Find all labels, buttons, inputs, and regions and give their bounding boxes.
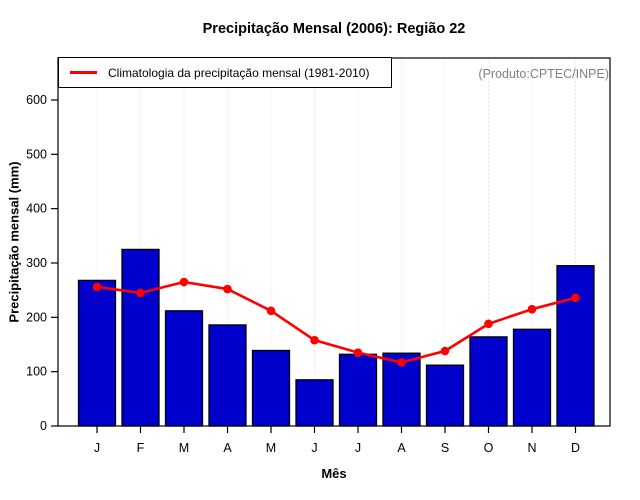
climatology-point-M-3 bbox=[179, 277, 189, 287]
x-tick-label-1: J bbox=[94, 441, 100, 455]
climatology-point-O-10 bbox=[484, 319, 493, 329]
climatology-point-S-9 bbox=[440, 346, 450, 356]
x-tick-label-3: M bbox=[179, 441, 189, 455]
chart-title: Precipitação Mensal (2006): Região 22 bbox=[202, 21, 466, 37]
x-tick-label-4: A bbox=[223, 441, 232, 455]
climatology-line-icon bbox=[70, 71, 97, 74]
bar-A-4 bbox=[208, 324, 247, 427]
y-tick-label-500: 500 bbox=[26, 147, 47, 161]
climatology-point-D-12 bbox=[571, 293, 580, 303]
climatology-point-J-1 bbox=[92, 282, 102, 292]
y-axis-title: Precipitação mensal (mm) bbox=[6, 161, 22, 323]
y-tick-label-400: 400 bbox=[26, 202, 47, 216]
x-tick-label-9: S bbox=[441, 441, 449, 455]
bar-M-3 bbox=[164, 310, 204, 427]
bar-N-11 bbox=[512, 328, 552, 427]
climatology-point-A-8 bbox=[397, 358, 406, 367]
x-tick-label-8: A bbox=[397, 441, 406, 455]
climatology-point-J-7 bbox=[353, 348, 363, 357]
climatology-point-N-11 bbox=[527, 304, 537, 314]
climatology-line bbox=[96, 280, 576, 364]
x-tick-label-2: F bbox=[137, 441, 145, 455]
x-axis-title: Mês bbox=[321, 466, 347, 481]
legend-label: Climatologia da precipitação mensal (198… bbox=[108, 65, 370, 80]
climatology-point-A-4 bbox=[223, 284, 232, 294]
y-tick-label-100: 100 bbox=[26, 365, 47, 379]
x-tick-label-11: N bbox=[527, 441, 536, 455]
bar-J-7 bbox=[338, 353, 378, 427]
x-tick-label-10: O bbox=[484, 441, 494, 455]
bar-D-12 bbox=[556, 265, 595, 427]
bar-O-10 bbox=[469, 336, 508, 427]
producer-annotation: (Produto:CPTEC/INPE) bbox=[478, 67, 609, 81]
bar-M-5 bbox=[251, 349, 291, 427]
climatology-point-M-5 bbox=[266, 306, 276, 316]
climatology-point-F-2 bbox=[136, 288, 145, 298]
y-tick-label-0: 0 bbox=[40, 419, 47, 433]
x-tick-label-7: J bbox=[355, 441, 361, 455]
x-tick-label-6: J bbox=[311, 441, 317, 455]
legend-box: Climatologia da precipitação mensal (198… bbox=[58, 57, 392, 88]
bar-S-9 bbox=[425, 364, 465, 427]
bar-J-1 bbox=[77, 279, 117, 427]
y-tick-label-300: 300 bbox=[26, 256, 47, 270]
y-tick-label-200: 200 bbox=[26, 310, 47, 324]
x-tick-label-5: M bbox=[266, 441, 276, 455]
bar-F-2 bbox=[121, 248, 160, 427]
bar-J-6 bbox=[295, 379, 334, 427]
y-tick-label-600: 600 bbox=[26, 93, 47, 107]
climatology-point-J-6 bbox=[310, 335, 319, 345]
x-tick-label-12: D bbox=[571, 441, 580, 455]
